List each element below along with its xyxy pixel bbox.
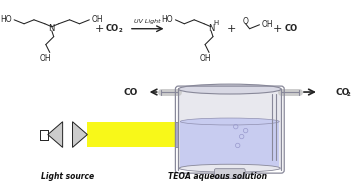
Text: +: +: [227, 24, 237, 34]
Text: 2: 2: [118, 28, 122, 33]
Text: HO: HO: [0, 15, 12, 24]
Text: CO: CO: [336, 88, 350, 97]
Ellipse shape: [180, 118, 279, 125]
Polygon shape: [87, 122, 178, 147]
Polygon shape: [180, 122, 279, 168]
Text: +: +: [272, 24, 282, 34]
Text: OH: OH: [92, 15, 103, 24]
Polygon shape: [178, 89, 281, 170]
Text: CO: CO: [284, 24, 298, 33]
Polygon shape: [73, 122, 87, 147]
Polygon shape: [48, 122, 63, 147]
Text: 2: 2: [346, 91, 350, 97]
Text: N: N: [49, 24, 55, 33]
Text: O: O: [243, 17, 249, 26]
Text: N: N: [208, 24, 214, 33]
Text: Light source: Light source: [41, 172, 94, 181]
Polygon shape: [175, 122, 178, 147]
Text: CO: CO: [124, 88, 138, 97]
Text: H: H: [213, 20, 219, 26]
Text: HO: HO: [162, 15, 173, 24]
Ellipse shape: [180, 164, 280, 172]
Text: TEOA aqueous solution: TEOA aqueous solution: [169, 172, 268, 181]
Text: OH: OH: [262, 20, 273, 29]
Text: OH: OH: [199, 54, 211, 63]
Text: OH: OH: [40, 54, 52, 63]
FancyBboxPatch shape: [214, 169, 245, 179]
Text: CO: CO: [106, 24, 119, 33]
Ellipse shape: [178, 84, 281, 94]
Text: UV Light: UV Light: [134, 19, 161, 24]
Text: +: +: [95, 24, 104, 34]
